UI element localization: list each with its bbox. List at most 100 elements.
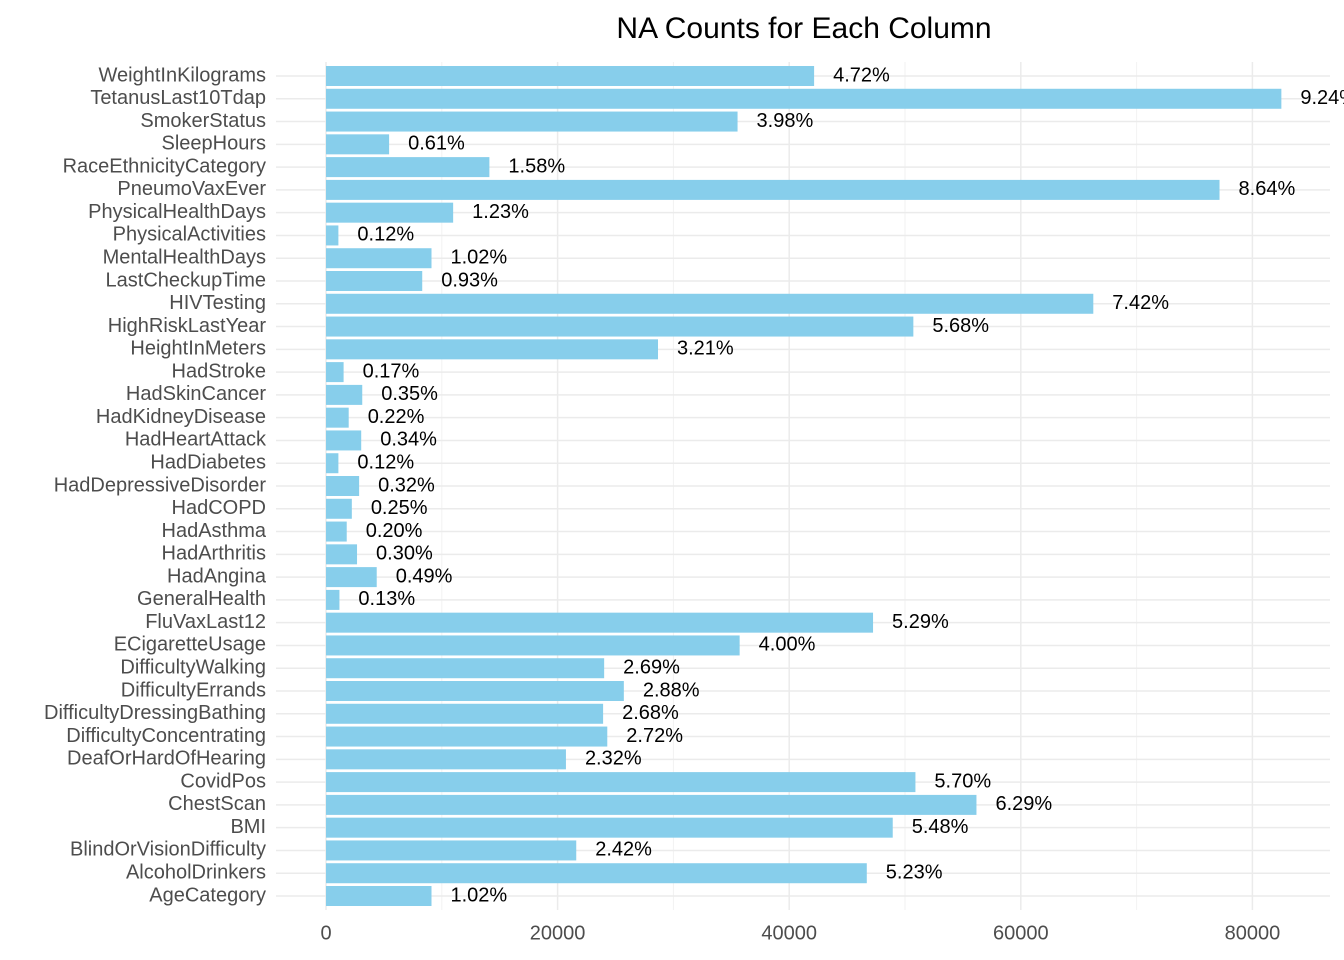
y-tick-label: HadArthritis xyxy=(162,543,266,565)
y-tick-label: AlcoholDrinkers xyxy=(126,862,266,884)
data-label: 4.00% xyxy=(759,634,816,656)
data-label: 0.30% xyxy=(376,543,433,565)
data-label: 0.49% xyxy=(396,565,453,587)
data-label: 1.23% xyxy=(472,201,529,223)
data-label: 2.69% xyxy=(623,657,680,679)
data-label: 6.29% xyxy=(995,793,1052,815)
data-label: 0.25% xyxy=(371,497,428,519)
data-label: 0.32% xyxy=(378,474,435,496)
data-label: 0.17% xyxy=(363,360,420,382)
y-tick-label: DifficultyErrands xyxy=(121,679,266,701)
y-tick-label: FluVaxLast12 xyxy=(145,611,266,633)
y-tick-label: HadSkinCancer xyxy=(126,383,266,405)
y-tick-label: LastCheckupTime xyxy=(106,269,266,291)
data-label: 2.42% xyxy=(595,839,652,861)
x-tick-label: 80000 xyxy=(1225,922,1281,944)
bar xyxy=(326,157,490,178)
data-label: 0.12% xyxy=(357,224,414,246)
x-tick-label: 20000 xyxy=(530,922,586,944)
data-label: 5.48% xyxy=(912,816,969,838)
x-tick-label: 40000 xyxy=(761,922,817,944)
x-tick-label: 60000 xyxy=(993,922,1049,944)
y-tick-label: CovidPos xyxy=(180,770,266,792)
bar xyxy=(326,407,349,428)
bar xyxy=(326,817,893,838)
bar xyxy=(326,339,659,360)
bar xyxy=(326,863,867,884)
y-tick-label: HighRiskLastYear xyxy=(108,315,267,337)
bar xyxy=(326,88,1282,109)
y-tick-label: TetanusLast10Tdap xyxy=(90,87,266,109)
bar xyxy=(326,316,914,337)
data-label: 1.58% xyxy=(508,155,565,177)
data-label: 0.35% xyxy=(381,383,438,405)
bar xyxy=(326,612,874,633)
y-tick-label: RaceEthnicityCategory xyxy=(63,155,266,177)
bar xyxy=(326,134,390,155)
y-tick-label: HadAngina xyxy=(167,565,267,587)
y-tick-label: SmokerStatus xyxy=(140,110,266,132)
data-label: 1.02% xyxy=(450,247,507,269)
data-label: 0.93% xyxy=(441,269,498,291)
y-tick-label: DifficultyWalking xyxy=(120,657,266,679)
data-label: 2.88% xyxy=(643,679,700,701)
y-tick-label: ECigaretteUsage xyxy=(114,634,266,656)
data-label: 0.12% xyxy=(357,452,414,474)
bar xyxy=(326,703,604,724)
data-label: 0.61% xyxy=(408,133,465,155)
y-tick-label: PhysicalHealthDays xyxy=(88,201,266,223)
y-tick-label: MentalHealthDays xyxy=(103,247,266,269)
bar xyxy=(326,225,339,246)
bar xyxy=(326,567,377,588)
data-label: 5.23% xyxy=(886,862,943,884)
bar xyxy=(326,202,454,223)
y-tick-label: HadCOPD xyxy=(172,497,266,519)
data-label: 5.70% xyxy=(934,770,991,792)
y-tick-label: HadStroke xyxy=(172,360,267,382)
data-label: 1.02% xyxy=(450,884,507,906)
data-label: 3.98% xyxy=(757,110,814,132)
y-tick-label: HadDiabetes xyxy=(150,452,266,474)
bar xyxy=(326,179,1220,200)
bar xyxy=(326,794,977,815)
bar xyxy=(326,886,432,906)
bar xyxy=(326,111,738,132)
bar xyxy=(326,66,815,86)
data-label: 0.22% xyxy=(368,406,425,428)
data-label: 4.72% xyxy=(833,64,890,86)
data-label: 3.21% xyxy=(677,338,734,360)
y-tick-label: BlindOrVisionDifficulty xyxy=(70,839,266,861)
bar xyxy=(326,248,432,269)
y-tick-label: HadHeartAttack xyxy=(125,429,267,451)
y-tick-label: PhysicalActivities xyxy=(113,224,266,246)
y-tick-label: DifficultyConcentrating xyxy=(66,725,266,747)
y-tick-label: SleepHours xyxy=(161,133,266,155)
bar xyxy=(326,658,605,679)
bar xyxy=(326,772,916,793)
y-tick-label: BMI xyxy=(230,816,266,838)
bar xyxy=(326,681,624,701)
bar xyxy=(326,635,740,656)
y-tick-label: HadKidneyDisease xyxy=(96,406,266,428)
bar xyxy=(326,430,362,451)
y-tick-label: PneumoVaxEver xyxy=(117,178,266,200)
bar xyxy=(326,498,352,519)
data-label: 0.20% xyxy=(366,520,423,542)
data-label: 8.64% xyxy=(1239,178,1296,200)
bar xyxy=(326,271,423,291)
bar xyxy=(326,589,340,610)
bar xyxy=(326,453,339,474)
bar xyxy=(326,293,1094,314)
data-label: 7.42% xyxy=(1112,292,1169,314)
bar xyxy=(326,840,577,861)
data-label: 2.32% xyxy=(585,748,642,770)
y-tick-label: HadAsthma xyxy=(162,520,267,542)
y-tick-label: DeafOrHardOfHearing xyxy=(67,748,266,770)
bar xyxy=(326,521,347,542)
y-tick-label: WeightInKilograms xyxy=(99,64,266,86)
bar xyxy=(326,749,566,770)
chart-title: NA Counts for Each Column xyxy=(616,12,991,45)
y-tick-label: GeneralHealth xyxy=(137,588,266,610)
y-tick-label: HadDepressiveDisorder xyxy=(54,474,267,496)
